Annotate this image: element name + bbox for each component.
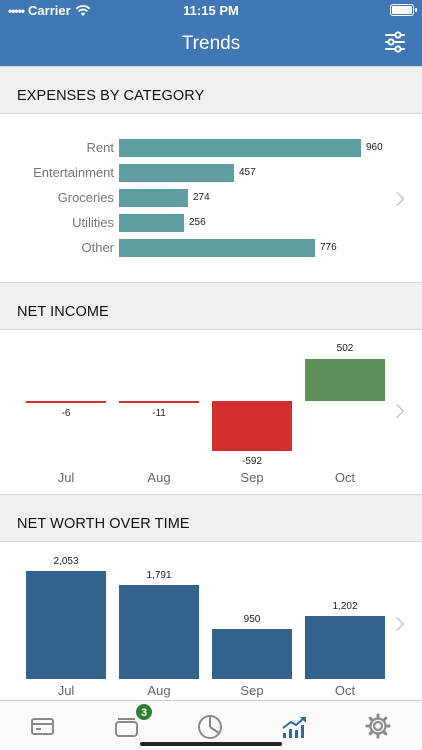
bar-value-label: 960 xyxy=(366,142,383,153)
bar-value-label: 2,053 xyxy=(53,556,79,567)
x-axis-label: Oct xyxy=(334,683,356,698)
bar xyxy=(305,616,385,679)
chevron-right-icon[interactable] xyxy=(389,403,405,419)
bar-value-label: 950 xyxy=(243,614,261,625)
status-time: 11:15 PM xyxy=(183,3,239,18)
status-bar: ••••• Carrier 11:15 PM xyxy=(0,0,422,22)
pie-chart-icon xyxy=(198,715,222,739)
home-indicator xyxy=(140,742,282,746)
bar-value-label: -11 xyxy=(152,408,166,419)
transactions-badge: 3 xyxy=(135,703,153,721)
bar-row: Rent 960 xyxy=(0,139,422,157)
bar xyxy=(119,585,199,679)
section-title-net-worth: NET WORTH OVER TIME xyxy=(17,516,190,532)
bar-row: Other 776 xyxy=(0,239,422,257)
section-title-expenses: EXPENSES BY CATEGORY xyxy=(17,88,205,104)
section-header-net-income: NET INCOME xyxy=(0,282,422,330)
bar-row: Utilities 256 xyxy=(0,214,422,232)
x-axis-label: Sep xyxy=(240,470,264,485)
bar xyxy=(212,401,292,451)
tab-bar xyxy=(0,700,422,750)
inbox-tray-icon xyxy=(115,718,138,737)
top-bar: ••••• Carrier 11:15 PM Trends xyxy=(0,0,422,66)
bar xyxy=(119,139,361,157)
x-axis-label: Aug xyxy=(147,683,171,698)
bar-value-label: -6 xyxy=(61,408,71,419)
bar xyxy=(119,239,315,257)
tab-trends[interactable] xyxy=(274,709,314,743)
bar-value-label: 256 xyxy=(189,217,206,228)
bar xyxy=(212,629,292,679)
bar-row: Groceries 274 xyxy=(0,189,422,207)
bar-value-label: 1,202 xyxy=(332,601,358,612)
bar xyxy=(119,189,188,207)
section-title-net-income: NET INCOME xyxy=(17,304,109,320)
bar-value-label: -592 xyxy=(241,456,262,467)
x-axis-label: Aug xyxy=(147,470,171,485)
tab-settings[interactable] xyxy=(358,709,398,743)
bar xyxy=(119,214,184,232)
category-label: Entertainment xyxy=(33,165,114,180)
section-header-expenses: EXPENSES BY CATEGORY xyxy=(0,66,422,114)
wifi-icon xyxy=(75,4,91,16)
tab-budget[interactable] xyxy=(190,709,230,743)
signal-icon: ••••• xyxy=(8,3,25,18)
credit-card-icon xyxy=(31,718,54,735)
bar-row: Entertainment 457 xyxy=(0,164,422,182)
x-axis-label: Oct xyxy=(334,470,356,485)
chevron-right-icon[interactable] xyxy=(389,616,405,632)
bar-value-label: 776 xyxy=(320,242,337,253)
category-label: Rent xyxy=(86,140,114,155)
battery-icon xyxy=(390,4,417,16)
bar xyxy=(119,164,234,182)
trend-chart-icon xyxy=(282,717,306,738)
section-header-net-worth: NET WORTH OVER TIME xyxy=(0,494,422,542)
category-label: Utilities xyxy=(72,215,114,230)
tab-transactions[interactable] xyxy=(106,709,146,743)
bar-value-label: 1,791 xyxy=(146,570,172,581)
bar xyxy=(119,401,199,403)
x-axis-label: Jul xyxy=(57,470,75,485)
bar xyxy=(26,571,106,679)
x-axis-label: Sep xyxy=(240,683,264,698)
x-axis-label: Jul xyxy=(57,683,75,698)
category-label: Groceries xyxy=(57,190,114,205)
gear-icon xyxy=(365,713,391,739)
sliders-icon[interactable] xyxy=(384,31,406,53)
category-label: Other xyxy=(81,240,114,255)
carrier-label: Carrier xyxy=(28,3,71,18)
page-title: Trends xyxy=(181,33,241,54)
bar-value-label: 457 xyxy=(239,167,256,178)
bar xyxy=(305,359,385,401)
bar-value-label: 502 xyxy=(336,343,354,354)
tab-accounts[interactable] xyxy=(22,709,62,743)
bar xyxy=(26,401,106,403)
bar-value-label: 274 xyxy=(193,192,210,203)
